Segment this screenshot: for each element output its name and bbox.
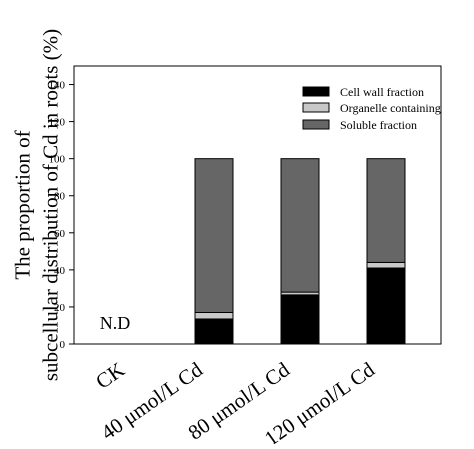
nd-annotation: N.D: [100, 313, 131, 333]
legend-label: Organelle containing: [340, 101, 441, 115]
bar-segment: [280, 294, 320, 345]
bar-segment: [366, 158, 406, 263]
y-tick-label: 100: [49, 154, 66, 166]
y-tick-label: 0: [60, 339, 66, 351]
bar-segment: [194, 311, 234, 320]
y-tick-label: 140: [49, 80, 66, 92]
x-category-label: CK: [91, 357, 129, 393]
y-tick-label: 80: [54, 191, 66, 203]
legend-label: Cell wall fraction: [340, 85, 424, 99]
legend-swatch: [302, 86, 330, 97]
bar-segment: [194, 158, 234, 313]
y-tick-label: 20: [54, 302, 66, 314]
bar-segment: [366, 261, 406, 269]
legend-swatch: [302, 119, 330, 130]
y-tick-label: 40: [54, 265, 66, 277]
plot-frame: [73, 65, 442, 345]
y-axis-label: The proportion of: [10, 130, 34, 279]
y-axis-label: subcellular distribution of Cd in roots …: [38, 29, 62, 381]
legend-label: Soluble fraction: [340, 118, 417, 132]
y-tick-label: 120: [49, 117, 66, 129]
bar-segment: [280, 158, 320, 293]
y-tick-label: 60: [54, 228, 66, 240]
bar-segment: [194, 318, 234, 345]
legend-swatch: [302, 102, 330, 113]
bar-segment: [366, 267, 406, 345]
